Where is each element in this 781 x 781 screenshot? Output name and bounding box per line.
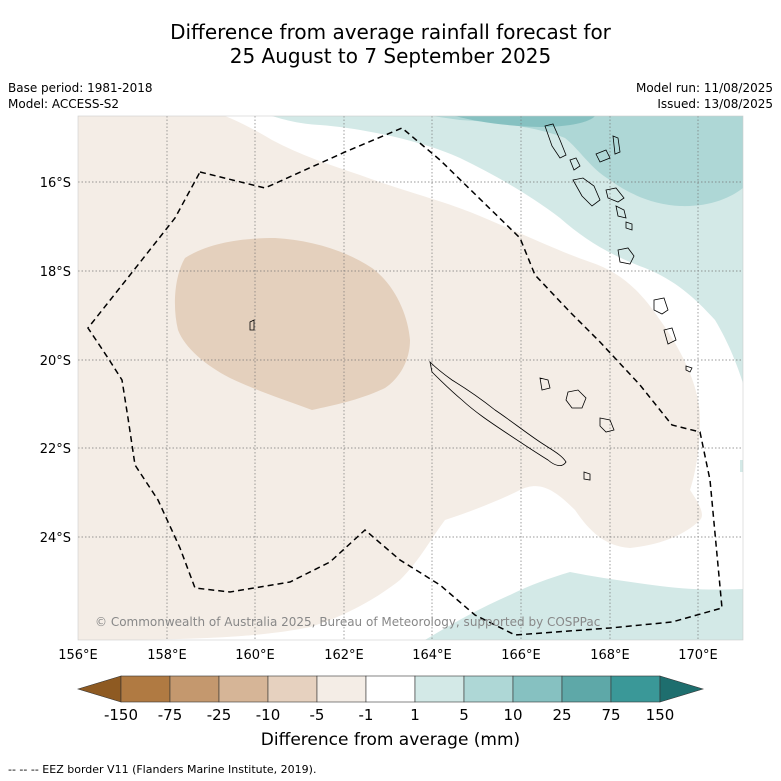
colorbar-extend-high xyxy=(659,675,705,703)
colorbar-tick-label: -25 xyxy=(207,706,232,724)
colorbar-cell xyxy=(463,675,514,703)
wet-anomaly-light-region-south xyxy=(425,572,743,640)
lat-label: 18°S xyxy=(40,265,71,280)
colorbar-extend-low xyxy=(76,675,122,703)
colorbar-cell xyxy=(610,675,661,703)
base-period-text: Base period: 1981-2018 xyxy=(8,81,153,95)
chart-title-line-1: Difference from average rainfall forecas… xyxy=(170,20,611,44)
colorbar-cells xyxy=(120,675,661,703)
colorbar-tick-label: 150 xyxy=(646,706,675,724)
new-caledonia-coastline xyxy=(429,360,567,466)
map-frame xyxy=(77,115,744,641)
longitude-labels: 156°E 158°E 160°E 162°E 164°E 166°E 168°… xyxy=(58,648,718,663)
wet-anomaly-medium-region-north xyxy=(432,116,743,207)
colorbar-tick-label: 1 xyxy=(410,706,420,724)
dry-anomaly-medium-region xyxy=(174,238,410,410)
lat-label: 24°S xyxy=(40,531,71,546)
eez-border xyxy=(87,127,723,636)
graticule xyxy=(78,116,743,640)
lon-label: 168°E xyxy=(590,648,630,663)
copyright-text: © Commonwealth of Australia 2025, Bureau… xyxy=(95,615,600,629)
colorbar-cell xyxy=(169,675,220,703)
chart-title-line-2: 25 August to 7 September 2025 xyxy=(229,44,552,68)
lon-label: 158°E xyxy=(147,648,187,663)
loyalty-islands-coastline xyxy=(539,377,615,481)
issued-text: Issued: 13/08/2025 xyxy=(657,97,773,111)
model-run-text: Model run: 11/08/2025 xyxy=(635,81,773,95)
colorbar-cell xyxy=(218,675,269,703)
colorbar-cell xyxy=(316,675,367,703)
colorbar-tick-label: -5 xyxy=(310,706,325,724)
colorbar-tick-label: -10 xyxy=(256,706,281,724)
colorbar-cell xyxy=(561,675,612,703)
colorbar-cell xyxy=(414,675,465,703)
lon-label: 162°E xyxy=(324,648,364,663)
lon-label: 166°E xyxy=(501,648,541,663)
colorbar-tick-label: -75 xyxy=(158,706,183,724)
lon-label: 156°E xyxy=(58,648,98,663)
lat-label: 16°S xyxy=(40,176,71,191)
colorbar-tick-label: 10 xyxy=(503,706,522,724)
wet-anomaly-dark-region-north xyxy=(455,116,595,127)
lat-label: 20°S xyxy=(40,354,71,369)
colorbar-cell xyxy=(512,675,563,703)
lon-label: 170°E xyxy=(678,648,718,663)
lon-label: 160°E xyxy=(235,648,275,663)
colorbar-tick-label: 5 xyxy=(459,706,469,724)
colorbar: -150 -75 -25 -10 -5 -1 1 5 10 25 75 150 xyxy=(76,675,705,724)
colorbar-tick-label: -1 xyxy=(359,706,374,724)
colorbar-cell xyxy=(267,675,318,703)
colorbar-tick-labels: -150 -75 -25 -10 -5 -1 1 5 10 25 75 150 xyxy=(104,706,674,724)
model-text: Model: ACCESS-S2 xyxy=(8,97,120,111)
colorbar-cell xyxy=(365,675,416,703)
colorbar-tick-label: 25 xyxy=(552,706,571,724)
lat-label: 22°S xyxy=(40,442,71,457)
colorbar-tick-label: -150 xyxy=(104,706,138,724)
vanuatu-coastline xyxy=(249,123,693,373)
colorbar-tick-label: 75 xyxy=(601,706,620,724)
wet-anomaly-small-patch-east xyxy=(740,460,743,472)
colorbar-title: Difference from average (mm) xyxy=(260,730,521,750)
lon-label: 164°E xyxy=(412,648,452,663)
map-plot-area: © Commonwealth of Australia 2025, Bureau… xyxy=(78,116,743,640)
colorbar-cell xyxy=(120,675,171,703)
latitude-labels: 16°S 18°S 20°S 22°S 24°S xyxy=(40,176,71,546)
eez-border-note: -- -- -- EEZ border V11 (Flanders Marine… xyxy=(8,763,317,776)
